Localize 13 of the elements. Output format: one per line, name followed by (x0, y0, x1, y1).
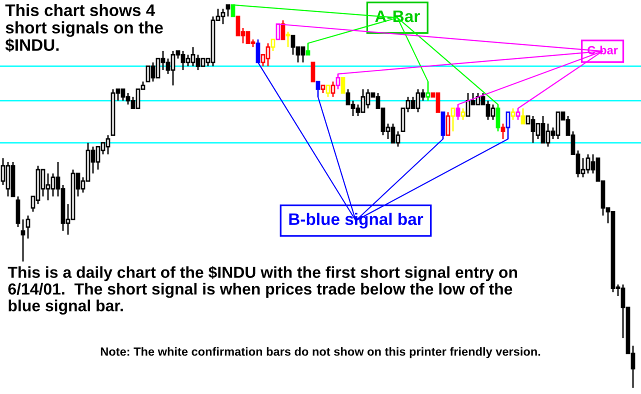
candlestick (20, 218, 26, 262)
candlestick (26, 214, 30, 240)
annotation: Note: The white confirmation bars do not show on this printer friendly version. (100, 347, 540, 358)
candlestick (286, 31, 290, 48)
candlestick (500, 122, 506, 140)
annotation: This is a daily chart of the $INDU with the first short signal entry on 6/14/01. The short signal is when prices trade below the low of the blue signal bar. (8, 266, 518, 315)
candlestick (340, 77, 346, 94)
annotation: B-blue signal bar (289, 212, 424, 228)
candlestick (310, 62, 316, 82)
annotation: This chart shows 4 short signals on the $INDU. (5, 4, 163, 52)
candlestick (16, 196, 20, 228)
candlestick (226, 4, 230, 18)
candlestick (520, 108, 526, 124)
